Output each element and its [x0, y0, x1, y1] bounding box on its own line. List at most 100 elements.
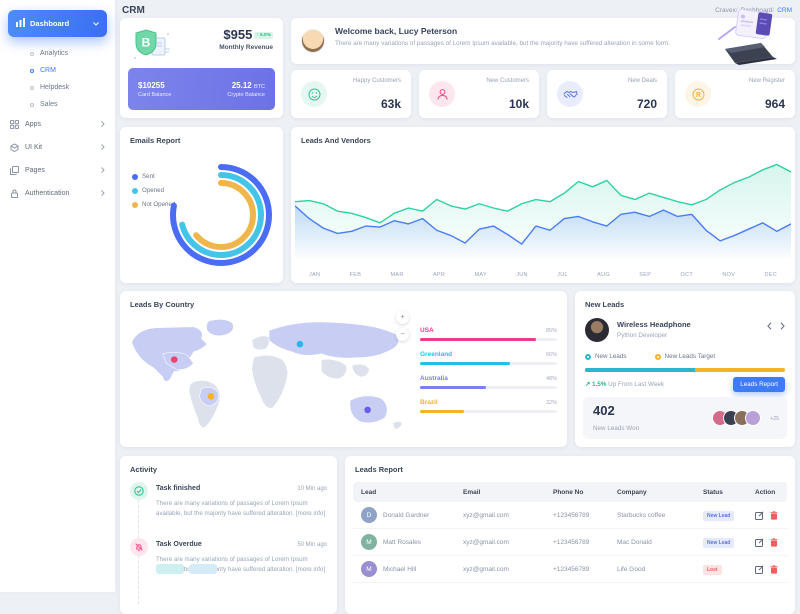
- chevron-right-icon: [101, 120, 105, 129]
- new-leads-card: New Leads Wireless Headphone Python Deve…: [575, 291, 795, 447]
- revenue-change-badge: ↑ 5.0%: [254, 32, 273, 39]
- stat-label: New Customers: [486, 78, 529, 84]
- bar-chart-icon: [16, 18, 25, 29]
- chevron-down-icon: [93, 19, 99, 28]
- box-icon: [10, 143, 19, 152]
- lock-icon: [10, 189, 19, 198]
- edit-icon[interactable]: [755, 510, 764, 520]
- leads-report-title: Leads Report: [355, 465, 403, 474]
- welcome-subtitle: There are many variations of passages of…: [335, 40, 670, 47]
- country-row-greenland: Greenland 66%: [420, 351, 557, 365]
- welcome-card: Welcome back, Lucy Peterson There are ma…: [291, 8, 795, 65]
- leads-vendors-title: Leads And Vendors: [301, 136, 371, 145]
- map-zoom-controls: + −: [396, 311, 409, 341]
- avatar: [585, 318, 609, 342]
- leads-won-label: New Leads Won: [593, 425, 640, 432]
- chevron-right-icon: [101, 166, 105, 175]
- stat-label: New Register: [748, 78, 785, 84]
- leads-by-country-card: Leads By Country + − USA 85% G: [120, 291, 567, 447]
- status-badge: New Lead: [703, 510, 735, 521]
- prev-arrow-icon[interactable]: [767, 322, 772, 330]
- sidebar-item-analytics[interactable]: Analytics: [0, 45, 115, 62]
- status-badge: New Lead: [703, 537, 735, 548]
- sidebar-item-label: Helpdesk: [40, 84, 70, 91]
- leads-won-value: 402: [593, 403, 615, 418]
- table-row[interactable]: M Michael Hill xyz@gmail.com +123456789 L…: [353, 556, 787, 583]
- breadcrumb: Cravex Dashboard CRM: [715, 7, 792, 14]
- activity-item-task-finished: Task finished 10 Min ago There are many …: [130, 482, 327, 532]
- stat-value: 10k: [508, 97, 529, 111]
- country-row-usa: USA 85%: [420, 327, 557, 341]
- bullet-icon: [30, 85, 34, 90]
- legend-new-leads: New Leads: [585, 353, 627, 360]
- zoom-out-button[interactable]: −: [396, 328, 409, 341]
- svg-text:B: B: [142, 36, 151, 50]
- bullet-icon: [30, 102, 34, 107]
- edit-icon[interactable]: [755, 537, 764, 547]
- files-icon: [10, 166, 19, 175]
- welcome-title: Welcome back, Lucy Peterson: [335, 26, 458, 36]
- stat-card-happy-customers: Happy Customers 63k: [291, 70, 411, 118]
- delete-icon[interactable]: [770, 537, 778, 547]
- breadcrumb-dashboard[interactable]: Dashboard: [741, 7, 775, 14]
- stat-value: 720: [636, 97, 657, 111]
- legend-ring: [585, 353, 591, 360]
- table-row[interactable]: D Donald Gardner xyz@gmail.com +123456789…: [353, 502, 787, 529]
- avatar: M: [361, 534, 377, 550]
- sidebar-item-sales[interactable]: Sales: [0, 96, 115, 113]
- tag-badge: [189, 564, 217, 574]
- stat-value: 63k: [380, 97, 401, 111]
- avatar: D: [361, 507, 377, 523]
- sidebar-item-ui-kit[interactable]: UI Kit: [0, 136, 115, 159]
- more-avatars-count: +25: [770, 416, 779, 422]
- sidebar-item-label: Authentication: [25, 190, 70, 197]
- stat-label: New Deals: [627, 78, 657, 84]
- monthly-revenue-label: Monthly Revenue: [219, 44, 273, 51]
- chevron-right-icon: [101, 143, 105, 152]
- legend-new-leads-target: New Leads Target: [654, 353, 715, 360]
- grid-icon: [10, 120, 19, 129]
- world-map: [131, 319, 403, 430]
- sidebar-item-crm[interactable]: CRM: [0, 62, 115, 79]
- smiley-icon: [301, 81, 327, 107]
- sidebar-item-apps[interactable]: Apps: [0, 113, 115, 136]
- breadcrumb-cravex[interactable]: Cravex: [715, 7, 737, 14]
- breadcrumb-crm: CRM: [777, 7, 792, 14]
- sidebar-item-label: Analytics: [40, 50, 69, 57]
- emails-report-card: Emails Report Sent Opened Not Opened: [120, 127, 283, 283]
- avatar-group: [712, 410, 761, 426]
- zoom-in-button[interactable]: +: [396, 311, 409, 324]
- table-row[interactable]: M Matt Rosales xyz@gmail.com +123456789 M…: [353, 529, 787, 556]
- emails-report-title: Emails Report: [130, 136, 181, 145]
- activity-badges: [156, 564, 217, 574]
- sidebar-item-authentication[interactable]: Authentication: [0, 182, 115, 205]
- legend-dot: [132, 201, 138, 208]
- legend-item-sent: Sent: [132, 173, 175, 180]
- avatar: M: [361, 561, 377, 577]
- page-title: CRM: [122, 5, 145, 16]
- tag-badge: [156, 564, 184, 574]
- sidebar-item-label: UI Kit: [25, 144, 43, 151]
- country-row-australia: Australia 48%: [420, 375, 557, 389]
- avatar: [301, 29, 325, 53]
- monthly-revenue-amount: $955 ↑ 5.0%: [223, 27, 273, 42]
- person-icon: [429, 81, 455, 107]
- edit-icon[interactable]: [755, 564, 764, 574]
- new-leads-title: New Leads: [585, 300, 625, 309]
- leads-report-button[interactable]: Leads Report: [733, 377, 785, 392]
- leads-progress-bar: [585, 368, 785, 372]
- next-arrow-icon[interactable]: [780, 322, 785, 330]
- emails-legend: Sent Opened Not Opened: [132, 173, 175, 208]
- lead-item-name: Wireless Headphone: [617, 320, 691, 329]
- sidebar-item-helpdesk[interactable]: Helpdesk: [0, 79, 115, 96]
- trend-text: ↗ 1.5% Up From Last Week: [585, 381, 665, 388]
- sidebar-item-pages[interactable]: Pages: [0, 159, 115, 182]
- delete-icon[interactable]: [770, 510, 778, 520]
- legend-item-not-opened: Not Opened: [132, 201, 175, 208]
- sidebar-item-dashboard[interactable]: Dashboard: [8, 10, 107, 37]
- leads-report-card: Leads Report Lead Email Phone No Company…: [345, 456, 795, 614]
- crypto-balance-label: Crypto Balance: [227, 91, 265, 98]
- stat-card-new-deals: New Deals 720: [547, 70, 667, 118]
- delete-icon[interactable]: [770, 564, 778, 574]
- sidebar: Dashboard Analytics CRM Helpdesk Sales A…: [0, 0, 115, 592]
